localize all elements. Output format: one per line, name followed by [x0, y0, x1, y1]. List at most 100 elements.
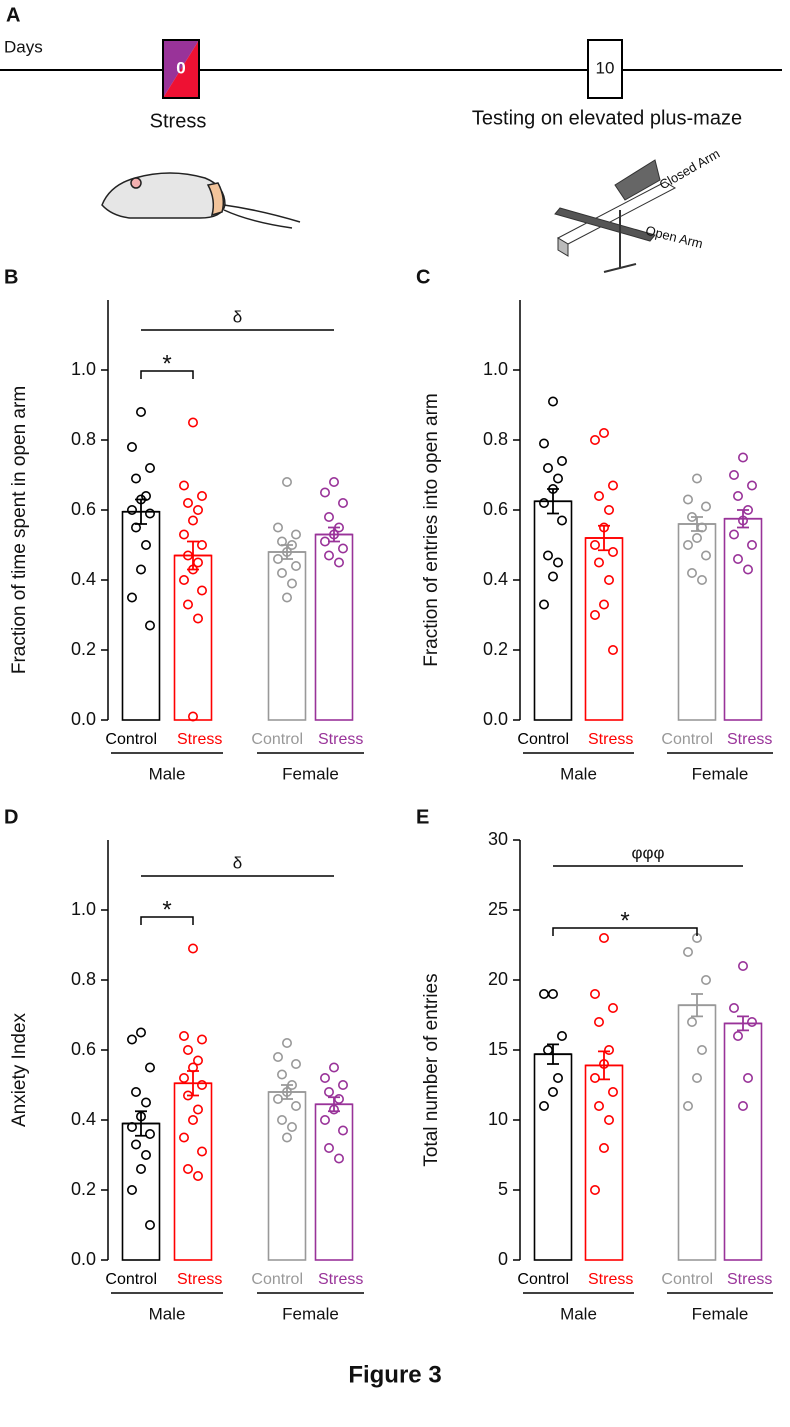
- data-point: [552, 1073, 563, 1084]
- data-point: [337, 1080, 348, 1091]
- category-label: Control: [661, 1271, 713, 1288]
- data-point: [603, 574, 614, 585]
- data-point: [603, 1045, 614, 1056]
- significance-label: δ: [233, 307, 242, 326]
- group-label: Male: [560, 764, 597, 783]
- data-point: [290, 529, 301, 540]
- error-bar: [585, 1050, 623, 1081]
- error-bar: [534, 488, 572, 515]
- data-point: [691, 473, 702, 484]
- data-point: [141, 1097, 152, 1108]
- data-point: [197, 1034, 208, 1045]
- data-point: [603, 1115, 614, 1126]
- bar: [173, 1082, 213, 1261]
- data-point: [136, 406, 147, 417]
- stress-label: Stress: [150, 110, 207, 132]
- y-tick-label: 25: [488, 899, 508, 919]
- data-point: [538, 497, 549, 508]
- y-axis-label: Anxiety Index: [9, 1012, 30, 1127]
- data-point: [188, 1115, 199, 1126]
- error-bar: [315, 526, 353, 543]
- significance-line: [140, 916, 194, 925]
- panel-label: E: [416, 806, 429, 828]
- error-bar: [724, 509, 762, 529]
- error-bar: [174, 1070, 212, 1097]
- data-point: [538, 1101, 549, 1112]
- panel-a: A Days 0 10 Stress Testing on elevated p…: [0, 4, 782, 273]
- category-label: Control: [251, 1271, 303, 1288]
- data-point: [127, 592, 138, 603]
- data-point: [193, 1055, 204, 1066]
- data-point: [547, 1087, 558, 1098]
- group-label: Female: [692, 1304, 749, 1323]
- bar: [267, 1091, 307, 1261]
- category-label: Control: [517, 1271, 569, 1288]
- data-point: [136, 1027, 147, 1038]
- category-label: Stress: [318, 731, 363, 748]
- data-point: [700, 501, 711, 512]
- data-point: [589, 1185, 600, 1196]
- data-point: [188, 943, 199, 954]
- data-point: [286, 578, 297, 589]
- data-point: [197, 490, 208, 501]
- bar: [677, 1004, 717, 1261]
- y-tick-label: 0.6: [483, 499, 508, 519]
- category-label: Stress: [177, 731, 222, 748]
- category-label: Stress: [588, 731, 633, 748]
- data-point: [593, 490, 604, 501]
- y-tick-label: 1.0: [483, 359, 508, 379]
- y-tick-label: 0.0: [71, 709, 96, 729]
- y-axis-label: Total number of entries: [421, 973, 442, 1166]
- category-label: Stress: [177, 1271, 222, 1288]
- category-label: Control: [661, 731, 713, 748]
- significance-line: [552, 927, 698, 936]
- data-point: [737, 452, 748, 463]
- stress-box: [162, 39, 200, 99]
- data-point: [589, 988, 600, 999]
- group-label: Female: [282, 1304, 339, 1323]
- y-tick-label: 0.4: [71, 1109, 96, 1129]
- category-label: Stress: [588, 1271, 633, 1288]
- data-point: [732, 1031, 743, 1042]
- data-point: [742, 1073, 753, 1084]
- data-point: [193, 613, 204, 624]
- data-point: [607, 546, 618, 557]
- data-point: [593, 1101, 604, 1112]
- data-point: [193, 1104, 204, 1115]
- significance-label: *: [620, 907, 629, 934]
- y-tick-label: 30: [488, 829, 508, 849]
- group-label: Male: [149, 764, 186, 783]
- data-point: [145, 508, 156, 519]
- data-point: [333, 557, 344, 568]
- data-point: [179, 1031, 190, 1042]
- y-tick-label: 0.2: [71, 639, 96, 659]
- data-point: [737, 960, 748, 971]
- data-point: [319, 1073, 330, 1084]
- data-point: [188, 711, 199, 722]
- category-label: Control: [105, 1271, 157, 1288]
- data-point: [746, 539, 757, 550]
- significance-line: [140, 370, 194, 379]
- data-point: [145, 620, 156, 631]
- category-label: Control: [517, 731, 569, 748]
- error-bar: [315, 1096, 353, 1113]
- data-point: [732, 553, 743, 564]
- panel-label: A: [6, 4, 20, 26]
- data-point: [589, 434, 600, 445]
- data-point: [682, 946, 693, 957]
- error-bar: [534, 1043, 572, 1065]
- data-point: [556, 1031, 567, 1042]
- data-point: [542, 462, 553, 473]
- category-label: Stress: [318, 1271, 363, 1288]
- y-tick-label: 0.6: [71, 1039, 96, 1059]
- data-point: [319, 487, 330, 498]
- data-point: [136, 1164, 147, 1175]
- data-point: [556, 455, 567, 466]
- data-point: [131, 473, 142, 484]
- bar: [533, 500, 573, 721]
- data-point: [183, 1045, 194, 1056]
- data-point: [552, 473, 563, 484]
- significance-label: *: [162, 350, 171, 377]
- data-point: [737, 1101, 748, 1112]
